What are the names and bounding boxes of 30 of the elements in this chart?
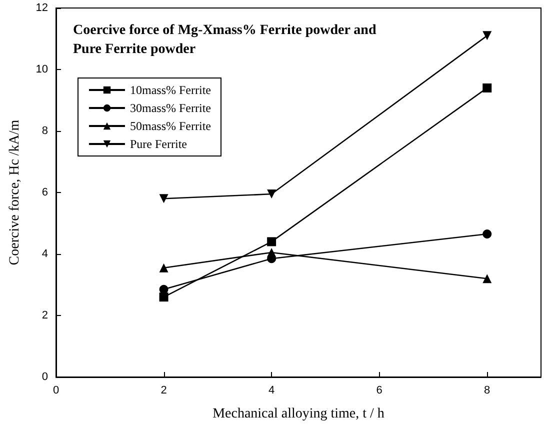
- x-tick-label: 0: [52, 384, 60, 396]
- x-tick-label: 8: [484, 384, 490, 396]
- y-tick-label: 2: [42, 310, 48, 322]
- legend-label: 30mass% Ferrite: [130, 101, 211, 115]
- point: [267, 248, 276, 257]
- legend-label: 50mass% Ferrite: [130, 119, 211, 133]
- legend-label: 10mass% Ferrite: [130, 83, 211, 97]
- x-tick-label: 6: [376, 384, 382, 396]
- point: [159, 284, 168, 294]
- y-tick-label: 4: [42, 248, 48, 260]
- y-tick-label: 0: [42, 371, 48, 383]
- point: [482, 83, 492, 92]
- point: [267, 190, 276, 199]
- point: [482, 274, 492, 284]
- y-tick-label: 12: [36, 2, 48, 14]
- point: [159, 263, 168, 272]
- legend-label: Pure Ferrite: [130, 137, 187, 151]
- point: [482, 230, 492, 239]
- y-tick-label: 10: [36, 64, 48, 76]
- point: [159, 292, 168, 302]
- point: [159, 194, 168, 204]
- y-tick-label: 8: [42, 125, 48, 137]
- point: [482, 31, 492, 40]
- x-axis-title: Mechanical alloying time, t / h: [212, 406, 384, 422]
- y-tick-label: 6: [42, 186, 48, 198]
- point: [267, 237, 276, 246]
- x-tick-label: 2: [160, 384, 167, 396]
- x-tick-label: 4: [268, 384, 275, 396]
- text: Coercive force of Mg-Xmass% Ferrite powder and Pure Ferrite powder: [73, 23, 380, 57]
- y-axis-title: Coercive force, Hc /kA/m: [8, 120, 22, 266]
